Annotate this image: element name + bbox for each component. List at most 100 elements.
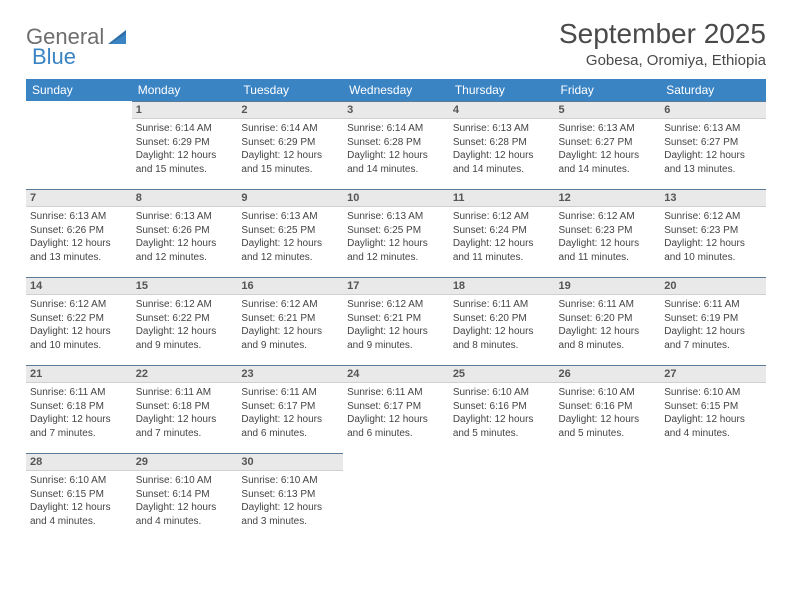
day-body: Sunrise: 6:13 AMSunset: 6:25 PMDaylight:… <box>343 207 449 270</box>
calendar-page: General September 2025 Gobesa, Oromiya, … <box>0 0 792 559</box>
daylight-text: Daylight: 12 hours and 5 minutes. <box>453 413 551 440</box>
header: General September 2025 Gobesa, Oromiya, … <box>26 18 766 69</box>
daylight-text: Daylight: 12 hours and 14 minutes. <box>559 149 657 176</box>
calendar-cell: 1Sunrise: 6:14 AMSunset: 6:29 PMDaylight… <box>132 101 238 189</box>
day-number: 15 <box>132 277 238 295</box>
calendar-cell <box>26 101 132 189</box>
sunrise-text: Sunrise: 6:10 AM <box>241 474 339 488</box>
daylight-text: Daylight: 12 hours and 8 minutes. <box>559 325 657 352</box>
day-body: Sunrise: 6:13 AMSunset: 6:25 PMDaylight:… <box>237 207 343 270</box>
calendar-cell <box>555 453 661 541</box>
sunset-text: Sunset: 6:16 PM <box>559 400 657 414</box>
sunset-text: Sunset: 6:24 PM <box>453 224 551 238</box>
calendar-cell: 14Sunrise: 6:12 AMSunset: 6:22 PMDayligh… <box>26 277 132 365</box>
calendar-cell: 10Sunrise: 6:13 AMSunset: 6:25 PMDayligh… <box>343 189 449 277</box>
calendar-cell: 7Sunrise: 6:13 AMSunset: 6:26 PMDaylight… <box>26 189 132 277</box>
daylight-text: Daylight: 12 hours and 6 minutes. <box>347 413 445 440</box>
sunset-text: Sunset: 6:13 PM <box>241 488 339 502</box>
sunset-text: Sunset: 6:27 PM <box>559 136 657 150</box>
daylight-text: Daylight: 12 hours and 6 minutes. <box>241 413 339 440</box>
sunset-text: Sunset: 6:28 PM <box>453 136 551 150</box>
calendar-cell <box>449 453 555 541</box>
day-body: Sunrise: 6:12 AMSunset: 6:23 PMDaylight:… <box>660 207 766 270</box>
day-number: 4 <box>449 101 555 119</box>
calendar-cell <box>343 453 449 541</box>
sunrise-text: Sunrise: 6:10 AM <box>30 474 128 488</box>
daylight-text: Daylight: 12 hours and 5 minutes. <box>559 413 657 440</box>
weekday-header: Friday <box>555 79 661 101</box>
calendar-cell: 5Sunrise: 6:13 AMSunset: 6:27 PMDaylight… <box>555 101 661 189</box>
daylight-text: Daylight: 12 hours and 9 minutes. <box>241 325 339 352</box>
sunrise-text: Sunrise: 6:12 AM <box>453 210 551 224</box>
sunrise-text: Sunrise: 6:11 AM <box>136 386 234 400</box>
day-number: 13 <box>660 189 766 207</box>
daylight-text: Daylight: 12 hours and 15 minutes. <box>241 149 339 176</box>
day-body: Sunrise: 6:12 AMSunset: 6:22 PMDaylight:… <box>132 295 238 358</box>
sunrise-text: Sunrise: 6:10 AM <box>664 386 762 400</box>
day-body: Sunrise: 6:13 AMSunset: 6:28 PMDaylight:… <box>449 119 555 182</box>
sunset-text: Sunset: 6:16 PM <box>453 400 551 414</box>
sunrise-text: Sunrise: 6:14 AM <box>347 122 445 136</box>
day-body: Sunrise: 6:12 AMSunset: 6:21 PMDaylight:… <box>237 295 343 358</box>
sunset-text: Sunset: 6:18 PM <box>30 400 128 414</box>
title-block: September 2025 Gobesa, Oromiya, Ethiopia <box>559 18 766 69</box>
day-number: 10 <box>343 189 449 207</box>
weekday-header: Monday <box>132 79 238 101</box>
sunset-text: Sunset: 6:27 PM <box>664 136 762 150</box>
weekday-header: Saturday <box>660 79 766 101</box>
weekday-header: Sunday <box>26 79 132 101</box>
month-title: September 2025 <box>559 18 766 50</box>
daylight-text: Daylight: 12 hours and 4 minutes. <box>136 501 234 528</box>
daylight-text: Daylight: 12 hours and 8 minutes. <box>453 325 551 352</box>
calendar-cell: 18Sunrise: 6:11 AMSunset: 6:20 PMDayligh… <box>449 277 555 365</box>
calendar-cell: 3Sunrise: 6:14 AMSunset: 6:28 PMDaylight… <box>343 101 449 189</box>
daylight-text: Daylight: 12 hours and 10 minutes. <box>664 237 762 264</box>
sunrise-text: Sunrise: 6:10 AM <box>453 386 551 400</box>
calendar-cell: 12Sunrise: 6:12 AMSunset: 6:23 PMDayligh… <box>555 189 661 277</box>
calendar-cell: 23Sunrise: 6:11 AMSunset: 6:17 PMDayligh… <box>237 365 343 453</box>
sunrise-text: Sunrise: 6:13 AM <box>347 210 445 224</box>
day-body: Sunrise: 6:10 AMSunset: 6:15 PMDaylight:… <box>660 383 766 446</box>
sunset-text: Sunset: 6:17 PM <box>241 400 339 414</box>
day-body: Sunrise: 6:12 AMSunset: 6:23 PMDaylight:… <box>555 207 661 270</box>
day-number: 1 <box>132 101 238 119</box>
daylight-text: Daylight: 12 hours and 13 minutes. <box>664 149 762 176</box>
calendar-cell: 28Sunrise: 6:10 AMSunset: 6:15 PMDayligh… <box>26 453 132 541</box>
daylight-text: Daylight: 12 hours and 12 minutes. <box>136 237 234 264</box>
day-number: 22 <box>132 365 238 383</box>
day-number: 27 <box>660 365 766 383</box>
sunset-text: Sunset: 6:29 PM <box>136 136 234 150</box>
calendar-table: Sunday Monday Tuesday Wednesday Thursday… <box>26 79 766 541</box>
sunset-text: Sunset: 6:22 PM <box>30 312 128 326</box>
calendar-cell: 9Sunrise: 6:13 AMSunset: 6:25 PMDaylight… <box>237 189 343 277</box>
day-number: 6 <box>660 101 766 119</box>
sunset-text: Sunset: 6:22 PM <box>136 312 234 326</box>
calendar-cell: 26Sunrise: 6:10 AMSunset: 6:16 PMDayligh… <box>555 365 661 453</box>
location-text: Gobesa, Oromiya, Ethiopia <box>559 52 766 69</box>
daylight-text: Daylight: 12 hours and 9 minutes. <box>347 325 445 352</box>
sunset-text: Sunset: 6:26 PM <box>30 224 128 238</box>
daylight-text: Daylight: 12 hours and 15 minutes. <box>136 149 234 176</box>
sunrise-text: Sunrise: 6:11 AM <box>664 298 762 312</box>
day-body: Sunrise: 6:12 AMSunset: 6:21 PMDaylight:… <box>343 295 449 358</box>
sail-icon <box>108 28 130 46</box>
calendar-cell: 30Sunrise: 6:10 AMSunset: 6:13 PMDayligh… <box>237 453 343 541</box>
daylight-text: Daylight: 12 hours and 11 minutes. <box>453 237 551 264</box>
sunrise-text: Sunrise: 6:10 AM <box>136 474 234 488</box>
daylight-text: Daylight: 12 hours and 11 minutes. <box>559 237 657 264</box>
calendar-cell: 21Sunrise: 6:11 AMSunset: 6:18 PMDayligh… <box>26 365 132 453</box>
sunrise-text: Sunrise: 6:11 AM <box>30 386 128 400</box>
calendar-cell: 13Sunrise: 6:12 AMSunset: 6:23 PMDayligh… <box>660 189 766 277</box>
daylight-text: Daylight: 12 hours and 7 minutes. <box>30 413 128 440</box>
day-body: Sunrise: 6:11 AMSunset: 6:17 PMDaylight:… <box>343 383 449 446</box>
daylight-text: Daylight: 12 hours and 9 minutes. <box>136 325 234 352</box>
sunset-text: Sunset: 6:14 PM <box>136 488 234 502</box>
day-body: Sunrise: 6:11 AMSunset: 6:20 PMDaylight:… <box>449 295 555 358</box>
day-body: Sunrise: 6:11 AMSunset: 6:18 PMDaylight:… <box>26 383 132 446</box>
calendar-cell: 24Sunrise: 6:11 AMSunset: 6:17 PMDayligh… <box>343 365 449 453</box>
sunrise-text: Sunrise: 6:11 AM <box>241 386 339 400</box>
calendar-cell: 15Sunrise: 6:12 AMSunset: 6:22 PMDayligh… <box>132 277 238 365</box>
sunset-text: Sunset: 6:19 PM <box>664 312 762 326</box>
calendar-cell: 11Sunrise: 6:12 AMSunset: 6:24 PMDayligh… <box>449 189 555 277</box>
calendar-cell: 2Sunrise: 6:14 AMSunset: 6:29 PMDaylight… <box>237 101 343 189</box>
